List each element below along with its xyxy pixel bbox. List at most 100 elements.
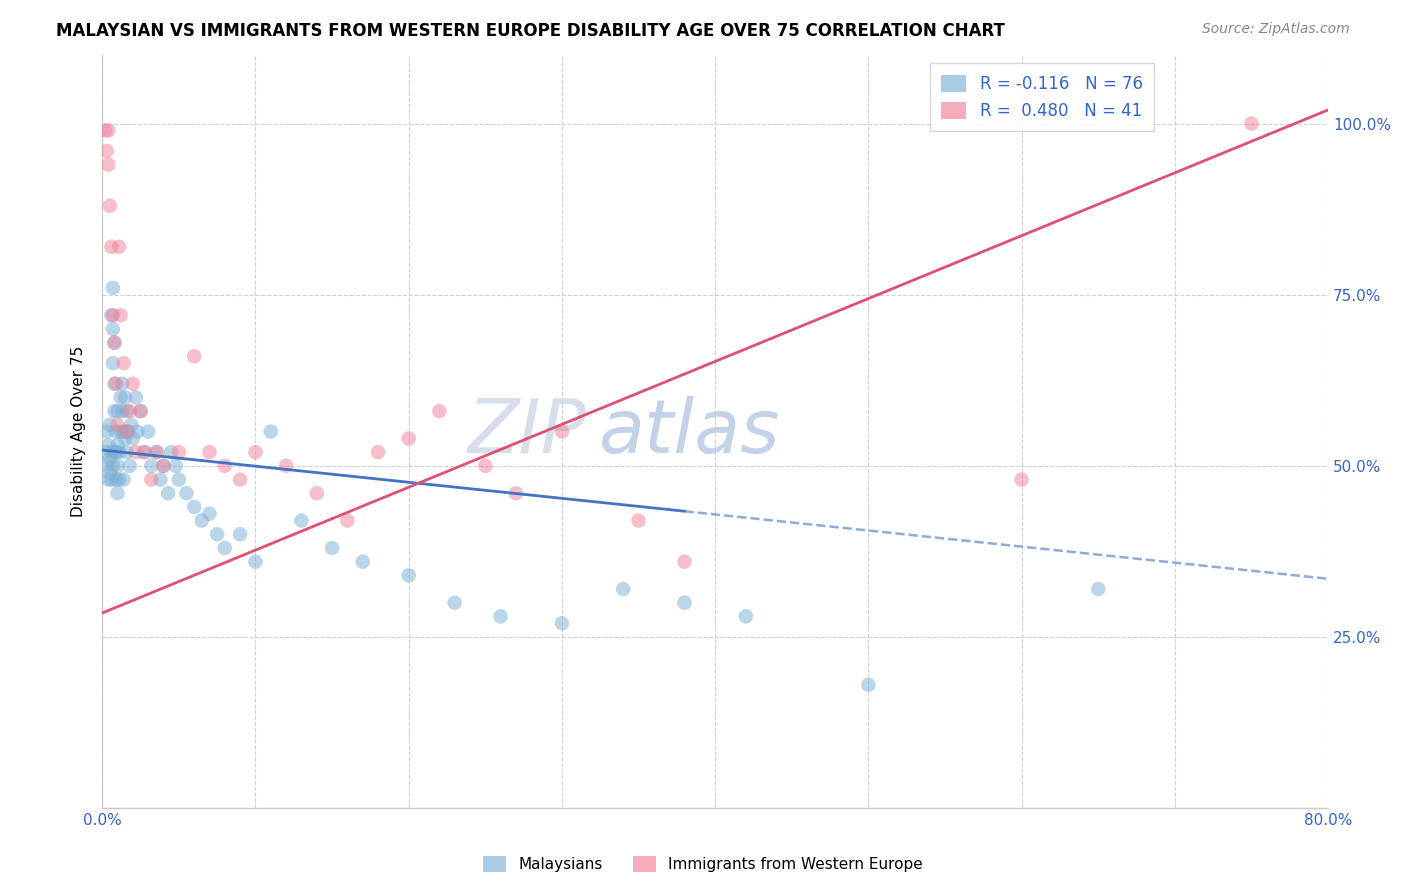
Point [191, 514, 214, 528]
Point [111, 376, 134, 391]
Point [176, 486, 198, 500]
Point [101, 322, 124, 336]
Point [101, 308, 124, 322]
Point [127, 425, 149, 439]
Point [97, 123, 120, 137]
Y-axis label: Disability Age Over 75: Disability Age Over 75 [72, 346, 86, 517]
Point [551, 616, 574, 631]
Point [165, 458, 187, 473]
Point [125, 445, 148, 459]
Point [110, 390, 132, 404]
Point [321, 541, 343, 555]
Point [152, 458, 174, 473]
Point [205, 527, 228, 541]
Point [111, 404, 134, 418]
Point [114, 432, 136, 446]
Point [108, 240, 131, 254]
Point [1011, 473, 1033, 487]
Point [673, 555, 696, 569]
Point [245, 555, 267, 569]
Point [214, 541, 236, 555]
Point [149, 473, 172, 487]
Point [103, 404, 125, 418]
Point [101, 356, 124, 370]
Point [157, 486, 180, 500]
Point [115, 445, 138, 459]
Point [290, 514, 312, 528]
Point [115, 404, 138, 418]
Point [198, 445, 221, 459]
Point [107, 404, 129, 418]
Point [167, 473, 190, 487]
Point [121, 432, 143, 446]
Point [134, 445, 156, 459]
Point [229, 527, 252, 541]
Point [94, 123, 117, 137]
Point [107, 458, 129, 473]
Point [489, 609, 512, 624]
Point [94, 445, 117, 459]
Point [98, 452, 121, 467]
Point [98, 199, 121, 213]
Point [121, 376, 143, 391]
Point [107, 486, 129, 500]
Point [336, 514, 359, 528]
Point [100, 308, 122, 322]
Point [96, 425, 118, 439]
Point [673, 596, 696, 610]
Legend: R = -0.116   N = 76, R =  0.480   N = 41: R = -0.116 N = 76, R = 0.480 N = 41 [929, 63, 1154, 131]
Point [146, 445, 169, 459]
Point [398, 568, 420, 582]
Point [427, 404, 450, 418]
Point [97, 438, 120, 452]
Point [125, 390, 148, 404]
Point [398, 432, 420, 446]
Point [108, 473, 131, 487]
Point [115, 425, 138, 439]
Point [118, 458, 141, 473]
Legend: Malaysians, Immigrants from Western Europe: Malaysians, Immigrants from Western Euro… [475, 848, 931, 880]
Point [108, 445, 131, 459]
Point [274, 458, 297, 473]
Point [101, 281, 124, 295]
Point [107, 438, 129, 452]
Point [183, 500, 205, 514]
Point [97, 158, 120, 172]
Point [145, 445, 167, 459]
Point [105, 473, 128, 487]
Point [112, 356, 135, 370]
Point [352, 555, 374, 569]
Point [152, 458, 174, 473]
Point [105, 376, 128, 391]
Point [160, 445, 183, 459]
Point [129, 404, 152, 418]
Point [98, 466, 121, 480]
Point [245, 445, 267, 459]
Point [167, 445, 190, 459]
Point [107, 417, 129, 432]
Point [118, 404, 141, 418]
Point [117, 425, 139, 439]
Point [96, 458, 118, 473]
Point [505, 486, 527, 500]
Point [1087, 582, 1109, 596]
Point [100, 473, 122, 487]
Point [101, 458, 124, 473]
Point [112, 425, 135, 439]
Point [110, 308, 132, 322]
Point [627, 514, 650, 528]
Point [198, 507, 221, 521]
Point [114, 390, 136, 404]
Point [103, 445, 125, 459]
Point [1240, 117, 1263, 131]
Point [112, 473, 135, 487]
Point [132, 445, 155, 459]
Point [551, 425, 574, 439]
Point [100, 240, 122, 254]
Point [105, 445, 128, 459]
Text: Source: ZipAtlas.com: Source: ZipAtlas.com [1202, 22, 1350, 37]
Point [367, 445, 389, 459]
Point [105, 425, 128, 439]
Point [260, 425, 283, 439]
Point [136, 425, 159, 439]
